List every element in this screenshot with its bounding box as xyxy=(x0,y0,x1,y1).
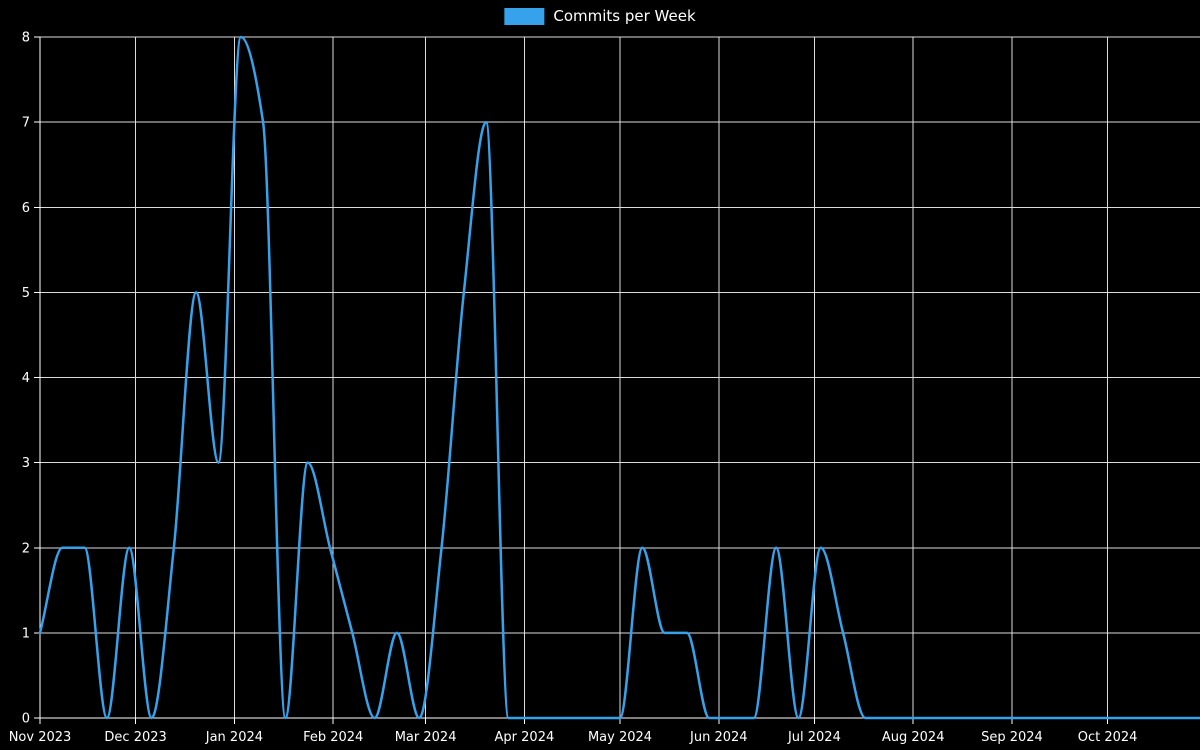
y-tick-label: 3 xyxy=(22,456,30,471)
y-tick-label: 2 xyxy=(22,541,30,556)
x-tick-label: Mar 2024 xyxy=(395,730,457,745)
x-tick-label: Sep 2024 xyxy=(981,730,1043,745)
legend-swatch xyxy=(504,7,545,25)
x-tick-label: Jul 2024 xyxy=(787,730,841,745)
axes xyxy=(34,36,1200,724)
y-axis-labels: 0 1 2 3 4 5 6 7 8 xyxy=(22,31,30,727)
x-tick-label: Jan 2024 xyxy=(205,730,263,745)
x-tick-label: Dec 2023 xyxy=(104,730,166,745)
x-tick-label: Apr 2024 xyxy=(495,730,555,745)
legend-item-commits-per-week[interactable]: Commits per Week xyxy=(504,7,696,25)
x-tick-label: May 2024 xyxy=(588,730,652,745)
y-tick-label: 7 xyxy=(22,116,30,131)
x-tick-label: Jun 2024 xyxy=(689,730,748,745)
x-tick-label: Oct 2024 xyxy=(1078,730,1138,745)
y-tick-label: 5 xyxy=(22,286,30,301)
x-axis-labels: Nov 2023 Dec 2023 Jan 2024 Feb 2024 Mar 2024… xyxy=(9,730,1138,745)
gridlines xyxy=(39,36,1200,719)
y-tick-label: 8 xyxy=(22,31,30,46)
legend-label: Commits per Week xyxy=(553,7,696,25)
x-tick-label: Feb 2024 xyxy=(303,730,363,745)
x-tick-label: Nov 2023 xyxy=(9,730,72,745)
y-tick-label: 4 xyxy=(22,371,30,386)
y-tick-label: 1 xyxy=(22,626,30,641)
x-tick-label: Aug 2024 xyxy=(882,730,945,745)
y-tick-label: 0 xyxy=(22,712,30,727)
series-line-commits-per-week xyxy=(38,35,1200,720)
y-tick-label: 6 xyxy=(22,201,30,216)
